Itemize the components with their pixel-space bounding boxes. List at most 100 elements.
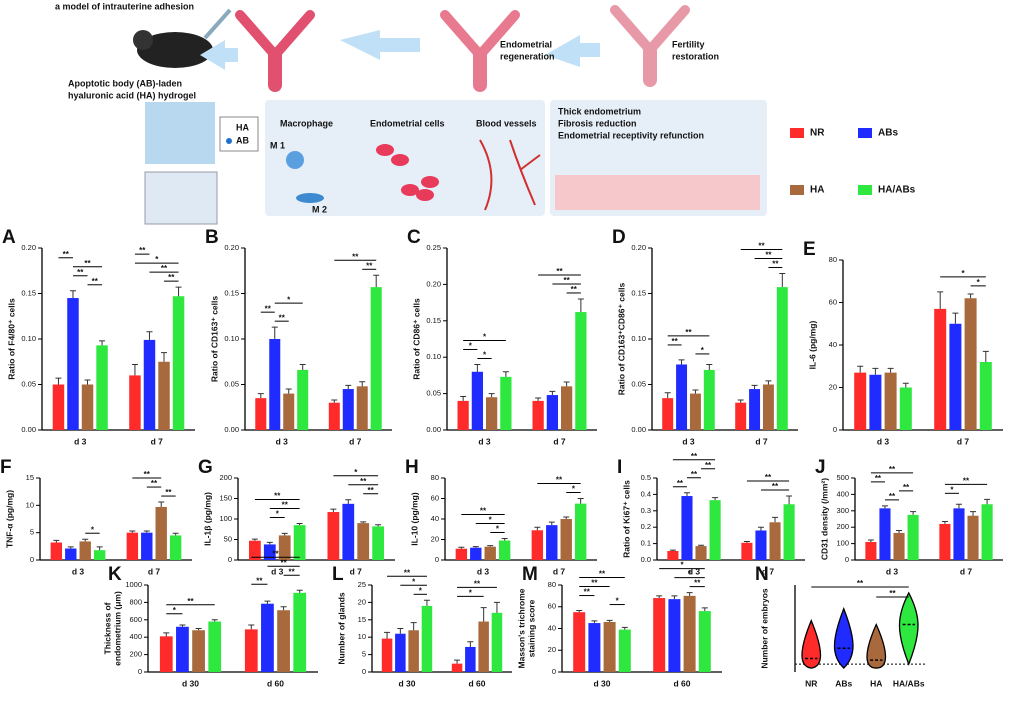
y-tick-label: 100 (219, 514, 232, 523)
arrow (340, 30, 420, 60)
error-bar (534, 526, 541, 531)
bar (465, 646, 476, 672)
panel-letter: N (755, 564, 769, 585)
significance-label: ** (480, 507, 487, 516)
significance-label: * (496, 525, 500, 534)
bar (421, 605, 433, 672)
y-tick-label: 80 (548, 580, 556, 589)
bar (172, 296, 185, 430)
bar (879, 508, 891, 560)
cell-state: M 2 (312, 204, 327, 214)
significance-label: ** (772, 482, 779, 491)
hydrogel-label: Apoptotic body (AB)-laden (68, 78, 182, 88)
y-axis-label: Number of embryos (759, 588, 769, 669)
bar (967, 515, 979, 560)
significance-label: ** (274, 492, 281, 501)
y-tick-label: 40 (431, 514, 439, 523)
error-bar (902, 382, 909, 388)
y-tick-label: 0.05 (631, 379, 646, 388)
error-bar (146, 331, 153, 340)
macrophage-icon (296, 193, 324, 203)
significance-label: * (680, 561, 684, 570)
arrow (545, 35, 600, 67)
bar (531, 530, 544, 560)
bar (574, 503, 587, 560)
bar (451, 663, 463, 672)
bar (979, 362, 992, 430)
y-tick-label: 60 (548, 602, 556, 611)
legend-swatch (858, 128, 872, 138)
significance-label: ** (963, 476, 970, 485)
error-bar (296, 589, 303, 593)
error-bar (472, 546, 479, 548)
significance-label: * (469, 589, 473, 598)
error-bar (955, 503, 962, 509)
error-bar (280, 606, 287, 611)
significance-label: ** (289, 567, 296, 576)
y-tick-label: 20 (829, 382, 837, 391)
significance-label: ** (352, 252, 359, 261)
bar (244, 629, 258, 672)
bar (573, 612, 586, 672)
y-tick-label: 300 (836, 506, 849, 515)
y-tick-label: 0.00 (224, 425, 239, 434)
y-tick-label: 100 (836, 539, 849, 548)
inset-legend: AB (236, 135, 249, 145)
y-tick-label: 25 (358, 580, 366, 589)
significance-label: ** (366, 261, 373, 270)
mouse-head (133, 30, 153, 50)
y-tick-label: 0.10 (631, 334, 646, 343)
significance-label: ** (591, 579, 598, 588)
bar (297, 369, 309, 430)
significance-label: * (489, 516, 493, 525)
stage-label: regeneration (500, 51, 555, 61)
bar (953, 508, 965, 560)
x-tick-label: d 3 (72, 566, 85, 576)
bar (776, 287, 788, 430)
error-bar (692, 389, 699, 394)
error-bar (743, 540, 750, 543)
error-bar (285, 388, 292, 394)
significance-label: ** (556, 476, 563, 485)
significance-label: * (950, 485, 954, 494)
bar (709, 500, 721, 560)
x-tick-label: d 7 (349, 436, 362, 446)
x-tick-label: d 3 (478, 436, 491, 446)
x-tick-label: d 60 (468, 678, 485, 688)
legend-swatch (790, 128, 804, 138)
y-tick-label: 40 (829, 340, 837, 349)
y-tick-label: 20 (431, 534, 439, 543)
y-tick-label: 0.05 (21, 379, 36, 388)
legend-label: ABs (878, 128, 898, 139)
cell-title: Endometrial cells (370, 118, 445, 128)
outcome: Endometrial receptivity refunction (558, 130, 704, 140)
bar (293, 525, 306, 560)
y-tick-label: 0 (30, 555, 34, 564)
y-axis-label: Masson's trichrome (516, 588, 526, 668)
y-tick-label: 0.05 (426, 389, 441, 398)
legend-swatch (858, 185, 872, 195)
y-tick-label: 0.25 (426, 243, 441, 252)
bar (126, 532, 139, 560)
significance-label: * (354, 468, 358, 477)
error-bar (576, 610, 583, 613)
y-tick-label: 0.20 (224, 243, 239, 252)
significance-label: * (483, 351, 487, 360)
bar (603, 621, 616, 672)
panel-letter: J (815, 457, 826, 478)
significance-label: ** (368, 486, 375, 495)
error-bar (501, 537, 508, 541)
x-tick-label: d 60 (673, 678, 690, 688)
y-tick-label: 0 (228, 555, 232, 564)
bar (884, 372, 897, 430)
error-bar (69, 290, 76, 299)
error-bar (375, 524, 382, 527)
y-axis-label: Ratio of Ki67⁺ cells (621, 480, 631, 558)
error-bar (591, 620, 598, 624)
y-axis-label: Ratio of F4/80⁺ cells (6, 298, 16, 380)
bar (695, 546, 707, 560)
y-tick-label: 400 (129, 632, 142, 641)
y-tick-label: 0 (845, 555, 849, 564)
bar (653, 598, 666, 672)
x-tick-label: d 7 (553, 436, 566, 446)
